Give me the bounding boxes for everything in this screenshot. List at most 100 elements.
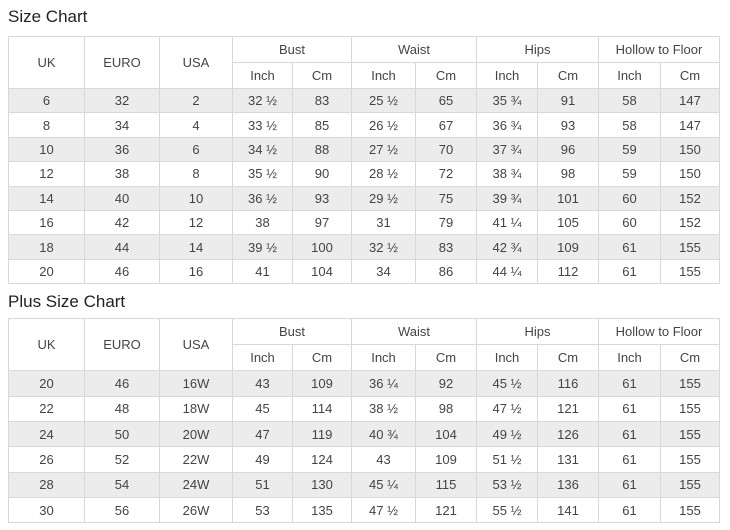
header-hollow-to-floor-inch: Inch — [598, 344, 661, 372]
size-cell: 98 — [415, 395, 477, 422]
size-cell: 100 — [292, 234, 352, 260]
size-cell: 112 — [537, 258, 599, 285]
table-row: 22 48 18W 45 114 38 ½ 98 47 ½ 121 61 155 — [8, 395, 720, 422]
size-cell: 38 — [232, 209, 293, 236]
header-hips-cm: Cm — [537, 62, 599, 89]
size-cell: 55 ½ — [476, 497, 538, 524]
size-cell: 26W — [159, 497, 233, 524]
size-cell: 121 — [415, 497, 477, 524]
table-row: 14 40 10 36 ½ 93 29 ½ 75 39 ¾ 101 60 152 — [8, 185, 720, 211]
size-cell: 35 ½ — [232, 161, 293, 187]
size-cell: 2 — [159, 87, 233, 114]
size-cell: 58 — [598, 87, 661, 114]
size-chart-section: Size Chart UK EURO USA Bust Waist Hips Hollow … — [8, 7, 720, 285]
size-cell: 130 — [292, 471, 352, 499]
size-cell: 41 ¼ — [476, 209, 538, 236]
size-cell: 45 ¼ — [351, 471, 416, 499]
size-cell: 90 — [292, 161, 352, 187]
size-cell: 40 — [84, 185, 160, 211]
size-cell: 24W — [159, 471, 233, 499]
size-cell: 31 — [351, 209, 416, 236]
size-cell: 18W — [159, 395, 233, 422]
size-cell: 28 — [8, 471, 85, 499]
size-cell: 47 ½ — [476, 395, 538, 422]
table-row: 28 54 24W 51 130 45 ¼ 115 53 ½ 136 61 155 — [8, 471, 720, 499]
size-cell: 45 — [232, 395, 293, 422]
size-cell: 50 — [84, 420, 160, 448]
size-cell: 105 — [537, 209, 599, 236]
size-cell: 135 — [292, 497, 352, 524]
size-cell: 22W — [159, 446, 233, 473]
size-cell: 83 — [292, 87, 352, 114]
size-cell: 141 — [537, 497, 599, 524]
size-cell: 37 ¾ — [476, 136, 538, 163]
size-cell: 61 — [598, 446, 661, 473]
header-usa: USA — [159, 318, 233, 372]
header-hips-cm: Cm — [537, 344, 599, 372]
size-cell: 116 — [537, 370, 599, 397]
size-cell: 121 — [537, 395, 599, 422]
size-cell: 16 — [159, 258, 233, 285]
size-cell: 46 — [84, 370, 160, 397]
size-cell: 49 ½ — [476, 420, 538, 448]
size-cell: 101 — [537, 185, 599, 211]
size-cell: 53 ½ — [476, 471, 538, 499]
header-hollow-to-floor-cm: Cm — [660, 344, 720, 372]
size-cell: 75 — [415, 185, 477, 211]
size-cell: 72 — [415, 161, 477, 187]
table-row: 26 52 22W 49 124 43 109 51 ½ 131 61 155 — [8, 446, 720, 473]
size-cell: 104 — [415, 420, 477, 448]
size-cell: 14 — [8, 185, 85, 211]
table-row: 10 36 6 34 ½ 88 27 ½ 70 37 ¾ 96 59 150 — [8, 136, 720, 163]
size-cell: 6 — [8, 87, 85, 114]
size-cell: 10 — [159, 185, 233, 211]
size-cell: 18 — [8, 234, 85, 260]
size-cell: 131 — [537, 446, 599, 473]
size-cell: 51 — [232, 471, 293, 499]
header-usa: USA — [159, 36, 233, 89]
table-row: 6 32 2 32 ½ 83 25 ½ 65 35 ¾ 91 58 147 — [8, 87, 720, 114]
header-waist-cm: Cm — [415, 344, 477, 372]
size-cell: 98 — [537, 161, 599, 187]
header-row-groups: UK EURO USA Bust Waist Hips Hollow to Floor — [8, 36, 720, 89]
size-cell: 26 ½ — [351, 112, 416, 138]
size-cell: 114 — [292, 395, 352, 422]
header-waist-inch: Inch — [351, 62, 416, 89]
size-cell: 115 — [415, 471, 477, 499]
size-cell: 155 — [660, 420, 720, 448]
size-cell: 126 — [537, 420, 599, 448]
size-cell: 56 — [84, 497, 160, 524]
size-cell: 16 — [8, 209, 85, 236]
size-cell: 20 — [8, 370, 85, 397]
size-cell: 33 ½ — [232, 112, 293, 138]
size-cell: 4 — [159, 112, 233, 138]
table-row: 12 38 8 35 ½ 90 28 ½ 72 38 ¾ 98 59 150 — [8, 161, 720, 187]
size-cell: 12 — [8, 161, 85, 187]
size-cell: 61 — [598, 234, 661, 260]
size-cell: 136 — [537, 471, 599, 499]
size-cell: 35 ¾ — [476, 87, 538, 114]
size-cell: 8 — [8, 112, 85, 138]
header-bust-cm: Cm — [292, 344, 352, 372]
size-chart-title: Size Chart — [8, 7, 88, 26]
header-bust: Bust — [232, 36, 352, 63]
size-cell: 97 — [292, 209, 352, 236]
size-cell: 109 — [292, 370, 352, 397]
header-euro: EURO — [84, 318, 160, 372]
size-cell: 150 — [660, 161, 720, 187]
table-row: 16 42 12 38 97 31 79 41 ¼ 105 60 152 — [8, 209, 720, 236]
header-uk: UK — [8, 36, 85, 89]
plus-size-chart-table: UK EURO USA Bust Waist Hips Hollow to Floor Inc… — [8, 318, 720, 524]
size-cell: 49 — [232, 446, 293, 473]
header-uk: UK — [8, 318, 85, 372]
size-cell: 20 — [8, 258, 85, 285]
size-cell: 93 — [292, 185, 352, 211]
size-cell: 16W — [159, 370, 233, 397]
size-cell: 26 — [8, 446, 85, 473]
size-cell: 83 — [415, 234, 477, 260]
size-cell: 32 — [84, 87, 160, 114]
size-cell: 61 — [598, 395, 661, 422]
size-cell: 47 ½ — [351, 497, 416, 524]
size-cell: 38 — [84, 161, 160, 187]
size-cell: 59 — [598, 161, 661, 187]
